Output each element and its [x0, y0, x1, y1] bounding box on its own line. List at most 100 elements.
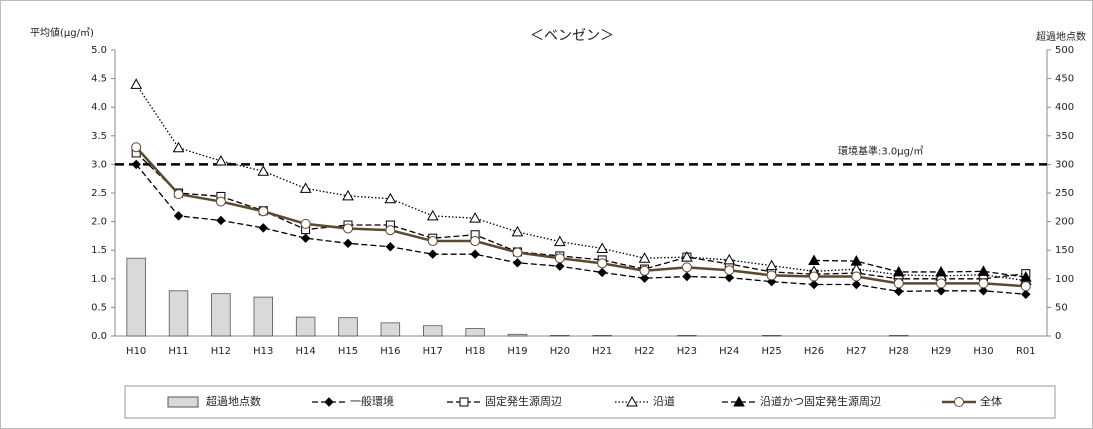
y-tick-label: 3.0 — [91, 159, 107, 170]
legend-marker — [954, 397, 964, 407]
marker — [131, 159, 141, 170]
legend-swatch — [167, 396, 199, 408]
y-tick-label: 1.5 — [91, 245, 107, 256]
marker — [426, 209, 439, 221]
x-tick-label: H13 — [253, 346, 273, 357]
series-line — [135, 146, 1026, 288]
bar — [423, 325, 443, 337]
marker — [809, 279, 819, 290]
marker — [681, 251, 693, 262]
marker — [894, 286, 904, 297]
bar — [677, 335, 697, 337]
y2-axis-label: 超過地点数 — [1036, 30, 1086, 43]
x-tick-label: H12 — [211, 346, 231, 357]
marker — [850, 255, 863, 266]
marker — [385, 225, 396, 236]
bar — [338, 317, 358, 337]
y2-tick-label: 500 — [1055, 45, 1074, 56]
x-tick-label: H26 — [804, 346, 824, 357]
x-tick-label: H28 — [889, 346, 909, 357]
x-tick-label: H14 — [296, 346, 316, 357]
marker — [809, 271, 819, 282]
legend-marker — [324, 397, 334, 407]
marker — [766, 270, 777, 281]
legend-label: 沿道 — [653, 394, 675, 408]
reference-label: 環境基準:3.0μg/㎥ — [838, 144, 923, 157]
x-tick-label: H22 — [634, 346, 654, 357]
marker — [851, 279, 862, 290]
bar — [253, 296, 273, 337]
marker — [681, 262, 692, 273]
x-tick-label: R01 — [1016, 346, 1036, 357]
marker — [299, 182, 312, 193]
marker — [384, 192, 397, 204]
chart-title: ＜ベンゼン＞ — [530, 28, 614, 44]
marker — [765, 259, 778, 271]
marker — [892, 265, 905, 277]
marker — [724, 265, 735, 276]
marker — [936, 286, 946, 296]
marker — [808, 254, 820, 265]
x-tick-label: H19 — [507, 346, 527, 357]
marker — [215, 154, 227, 166]
marker — [597, 267, 607, 278]
y2-tick-label: 250 — [1055, 188, 1074, 199]
y2-tick-label: 400 — [1055, 102, 1074, 113]
x-tick-label: H18 — [465, 346, 485, 357]
marker — [639, 265, 650, 276]
bar — [889, 335, 909, 337]
marker — [131, 142, 142, 153]
bar — [211, 293, 231, 337]
legend-marker — [626, 395, 638, 407]
marker — [215, 196, 226, 207]
marker — [300, 233, 311, 243]
marker — [935, 265, 947, 277]
marker — [512, 258, 523, 268]
legend-label: 沿道かつ固定発生源周辺 — [760, 394, 881, 408]
y-tick-label: 3.5 — [91, 131, 107, 142]
legend-label: 超過地点数 — [206, 394, 261, 408]
marker — [258, 223, 268, 233]
x-tick-label: H16 — [380, 346, 400, 357]
x-tick-label: H11 — [168, 346, 188, 357]
marker — [978, 278, 989, 289]
marker — [553, 235, 566, 247]
marker — [893, 278, 904, 289]
marker — [977, 265, 990, 276]
bar — [761, 335, 782, 337]
x-tick-label: H21 — [592, 346, 612, 357]
marker — [936, 278, 947, 289]
y2-tick-label: 100 — [1055, 274, 1074, 285]
marker — [385, 242, 396, 252]
y-tick-label: 1.0 — [91, 274, 107, 285]
marker — [1019, 271, 1032, 282]
y-axis-label: 平均値(μg/㎥) — [30, 26, 94, 39]
marker — [554, 253, 565, 264]
marker — [597, 258, 608, 269]
marker — [1021, 289, 1031, 299]
x-tick-label: H20 — [550, 346, 570, 357]
marker — [596, 242, 609, 253]
y2-tick-label: 50 — [1055, 302, 1068, 313]
y-tick-label: 0.5 — [91, 302, 107, 313]
legend-label: 固定発生源周辺 — [485, 394, 562, 408]
bar — [507, 333, 528, 337]
marker — [257, 165, 270, 176]
marker — [173, 211, 184, 221]
x-tick-label: H15 — [338, 346, 358, 357]
marker — [343, 238, 353, 249]
legend-label: 全体 — [980, 394, 1002, 408]
marker — [470, 249, 480, 259]
y-tick-label: 4.0 — [91, 102, 107, 113]
x-tick-label: H25 — [762, 346, 782, 357]
y-tick-label: 4.5 — [91, 74, 107, 85]
bar — [465, 328, 485, 337]
bar — [126, 257, 146, 337]
legend-marker — [459, 397, 469, 407]
bar — [550, 335, 570, 337]
series-line — [135, 152, 1026, 280]
marker — [723, 253, 736, 265]
marker — [469, 212, 481, 223]
marker — [470, 236, 481, 247]
